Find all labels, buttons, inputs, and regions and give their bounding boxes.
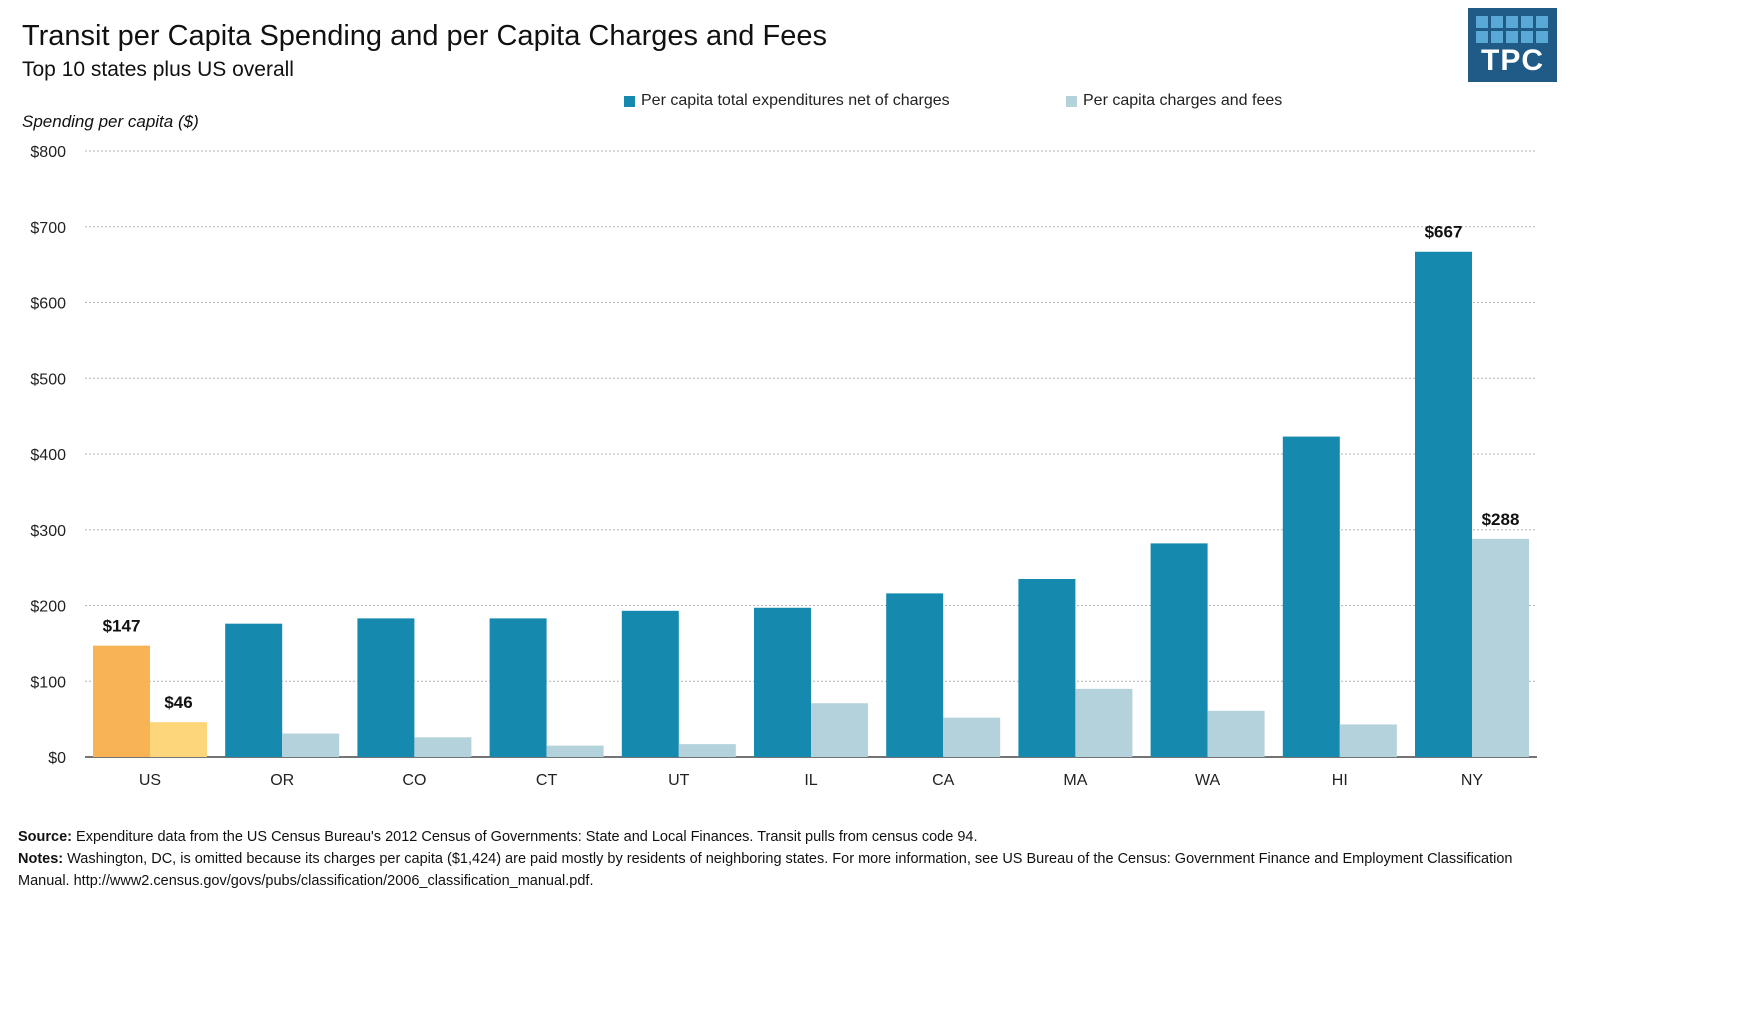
data-label: $667 [1425,223,1463,242]
bar-ca-series-0 [886,593,944,757]
bar-ny-series-1 [1472,538,1529,757]
chart-subtitle: Top 10 states plus US overall [22,58,294,81]
chart-footer: Source: Expenditure data from the US Cen… [18,826,1518,892]
y-axis-label: Spending per capita ($) [22,112,199,131]
y-tick-label: $600 [30,296,66,313]
bar-us-series-1 [150,722,207,757]
bar-or-series-1 [282,733,340,757]
y-tick-label: $500 [30,371,66,388]
notes-label: Notes: [18,851,64,867]
legend-label-charges: Per capita charges and fees [1083,92,1283,109]
bar-hi-series-0 [1282,436,1340,757]
bar-il-series-0 [754,607,811,757]
x-tick-label: UT [668,772,690,789]
bar-co-series-0 [357,618,415,757]
y-tick-label: $100 [30,674,66,691]
logo-text: TPC [1481,44,1544,77]
x-tick-label: MA [1063,772,1087,789]
x-tick-label: NY [1461,772,1484,789]
y-tick-label: $400 [30,447,66,464]
legend-item-expenditures: Per capita total expenditures net of cha… [624,92,950,110]
bar-il-series-1 [811,703,868,757]
x-tick-label: OR [270,772,294,789]
notes-note: Notes: Washington, DC, is omitted becaus… [18,848,1518,892]
bar-ut-series-0 [621,610,679,757]
bar-us-series-0 [93,645,150,757]
bar-ct-series-0 [489,618,547,757]
source-text: Expenditure data from the US Census Bure… [72,829,978,845]
y-tick-label: $800 [30,144,66,161]
y-tick-label: $300 [30,523,66,540]
notes-text: Washington, DC, is omitted because its c… [18,851,1513,889]
y-tick-label: $200 [30,599,66,616]
bar-hi-series-1 [1339,724,1397,757]
bar-ma-series-1 [1075,688,1133,757]
source-note: Source: Expenditure data from the US Cen… [18,826,1518,848]
logo-squares-icon [1476,16,1549,43]
bar-or-series-0 [225,623,283,757]
bar-ny-series-0 [1415,251,1472,757]
bar-ma-series-0 [1018,578,1076,757]
x-tick-label: CO [402,772,426,789]
bar-ut-series-1 [678,744,736,757]
chart-title: Transit per Capita Spending and per Capi… [22,20,827,52]
legend-item-charges: Per capita charges and fees [1066,92,1282,110]
bar-wa-series-0 [1150,543,1208,757]
bar-co-series-1 [414,737,472,757]
bar-ct-series-1 [546,745,604,757]
x-tick-label: CT [536,772,558,789]
x-tick-label: WA [1195,772,1221,789]
data-label: $288 [1482,510,1520,529]
y-tick-label: $700 [30,220,66,237]
x-tick-label: IL [804,772,817,789]
bar-ca-series-1 [943,717,1001,757]
bar-wa-series-1 [1207,710,1265,757]
x-tick-label: US [139,772,161,789]
source-label: Source: [18,829,72,845]
data-label: $147 [103,617,141,636]
legend-label-expenditures: Per capita total expenditures net of cha… [641,92,950,109]
legend-swatch-expenditures [624,95,635,107]
legend-swatch-charges [1066,95,1077,107]
data-label: $46 [164,693,192,712]
x-tick-label: HI [1332,772,1348,789]
x-tick-label: CA [932,772,955,789]
tpc-logo: TPC [1468,8,1557,82]
y-tick-label: $0 [48,750,66,767]
bar-chart: $0 $100 $200 $300 $400 $500 $600 $700 $800 US OR CO… [30,144,1537,789]
